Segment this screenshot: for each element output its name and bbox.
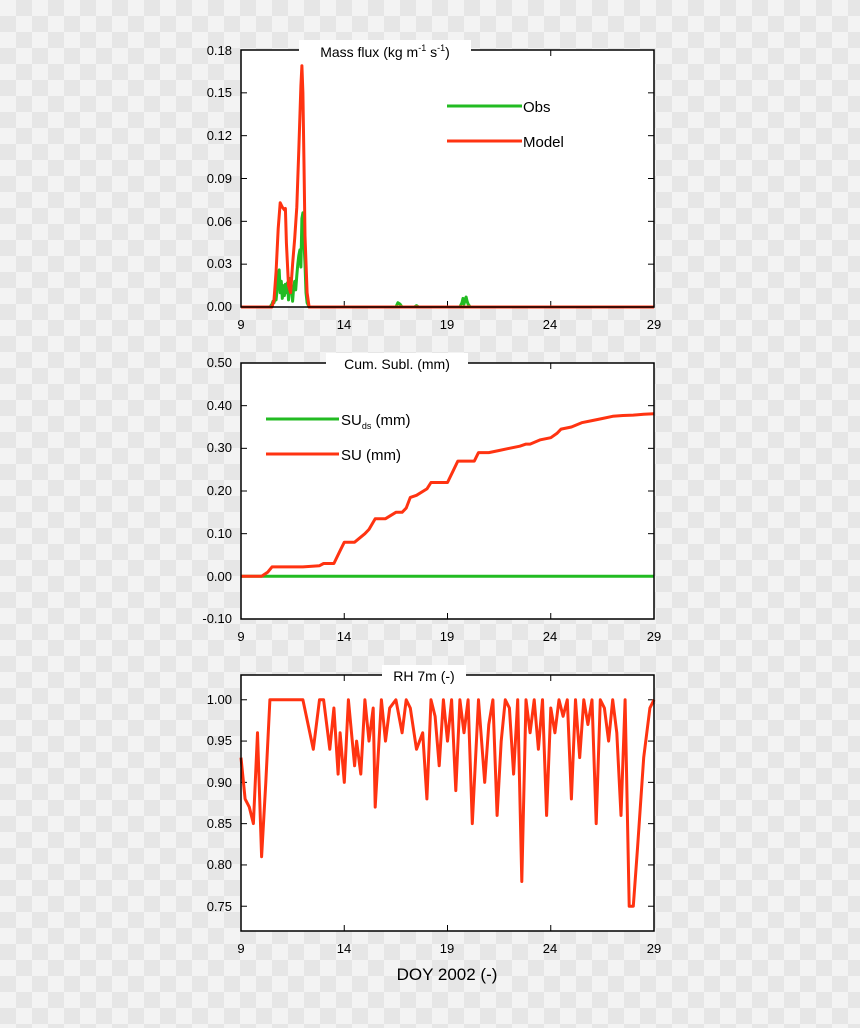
panel-1-series xyxy=(241,64,654,309)
legend-obs-label: Obs xyxy=(523,99,551,116)
panel-1-ytick-label: 0.12 xyxy=(207,128,232,143)
panel-3-series xyxy=(239,698,656,908)
panel-1-ytick-label: 0.00 xyxy=(207,299,232,314)
panel-2-ytick-label: 0.10 xyxy=(207,526,232,541)
panel-1-ytick-label: 0.03 xyxy=(207,256,232,271)
panel-3-xtick-label: 19 xyxy=(440,941,454,956)
series-line-model xyxy=(241,412,655,578)
panel-1-ytick-label: 0.06 xyxy=(207,214,232,229)
series-line-model xyxy=(241,64,654,309)
panel-1-xtick-label: 14 xyxy=(337,317,351,332)
panel-1-ytick-label: 0.18 xyxy=(207,43,232,58)
panel-3-title: RH 7m (-) xyxy=(393,668,454,684)
panel-2-xtick-label: 29 xyxy=(647,629,661,644)
panel-rh: 0.75 0.80 0.85 0.90 0.95 1.00 9 14 19 24… xyxy=(207,665,661,956)
panel-2-xtick-label: 14 xyxy=(337,629,351,644)
panel-2-xtick-label: 24 xyxy=(543,629,557,644)
panel-1-xtick-label: 24 xyxy=(543,317,557,332)
panel-3-ytick-label: 1.00 xyxy=(207,692,232,707)
panel-2-title-box xyxy=(326,353,468,375)
panel-2-ytick-label: 0.50 xyxy=(207,355,232,370)
panel-1-plot-area xyxy=(241,50,654,307)
panel-3-ytick-label: 0.85 xyxy=(207,816,232,831)
panel-3-xtick-label: 29 xyxy=(647,941,661,956)
panel-3-ytick-label: 0.75 xyxy=(207,899,232,914)
panel-1-ytick-label: 0.15 xyxy=(207,85,232,100)
panel-1-xtick-label: 29 xyxy=(647,317,661,332)
panel-1-title: Mass flux (kg m-1 s-1) xyxy=(320,43,450,60)
panel-2-series xyxy=(241,412,655,578)
panel-2-ytick-label: 0.20 xyxy=(207,483,232,498)
panel-3-xtick-label: 14 xyxy=(337,941,351,956)
panel-3-ytick-label: 0.80 xyxy=(207,857,232,872)
series-line-obs xyxy=(241,211,654,309)
panel-mass-flux: 0.00 0.03 0.06 0.09 0.12 0.15 0.18 9 14 … xyxy=(207,40,661,332)
panel-2-plot-area xyxy=(241,363,654,619)
series-line-model xyxy=(239,698,656,908)
panel-3-ytick-label: 0.95 xyxy=(207,733,232,748)
legend-model-label: Model xyxy=(523,134,564,151)
panel-cum-subl: -0.10 0.00 0.10 0.20 0.30 0.40 0.50 9 14… xyxy=(202,353,661,644)
panel-1-ytick-label: 0.09 xyxy=(207,171,232,186)
panel-3-xtick-label: 9 xyxy=(237,941,244,956)
panel-1-xtick-label: 19 xyxy=(440,317,454,332)
panel-3-ytick-label: 0.90 xyxy=(207,775,232,790)
panel-1-xtick-label: 9 xyxy=(237,317,244,332)
x-axis-label: DOY 2002 (-) xyxy=(397,965,498,984)
panel-2-xtick-label: 9 xyxy=(237,629,244,644)
legend-suds-label: SUds (mm) xyxy=(341,412,411,431)
panel-2-title: Cum. Subl. (mm) xyxy=(344,356,450,372)
panel-2-ytick-label: 0.30 xyxy=(207,440,232,455)
panel-2-ytick-label: 0.40 xyxy=(207,398,232,413)
panel-2-ytick-label: -0.10 xyxy=(202,611,232,626)
panel-3-plot-area xyxy=(241,675,654,931)
panel-2-xtick-label: 19 xyxy=(440,629,454,644)
panel-1-title-box xyxy=(299,40,471,62)
panel-3-title-box xyxy=(382,665,466,687)
legend-su-label: SU (mm) xyxy=(341,447,401,464)
panel-2-ytick-label: 0.00 xyxy=(207,569,232,584)
panel-3-xtick-label: 24 xyxy=(543,941,557,956)
